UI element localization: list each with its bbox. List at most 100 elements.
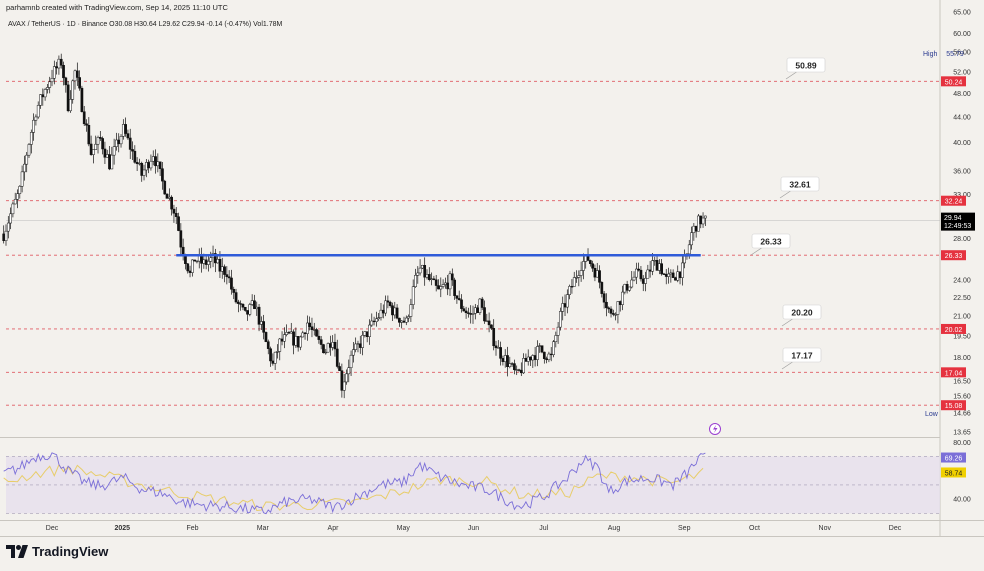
rsi-value-label: 69.26 (945, 456, 963, 463)
candle-up (646, 269, 650, 279)
candle-down (223, 266, 226, 275)
candle-down (678, 271, 682, 278)
candle-down (186, 263, 190, 272)
candle-down (432, 278, 436, 281)
time-axis-label: Sep (678, 525, 691, 532)
candle-up (701, 217, 705, 225)
candle-down (593, 267, 597, 278)
rsi-axis-tick: 80.00 (953, 440, 971, 447)
candle-down (147, 162, 150, 169)
candle-up (561, 303, 565, 312)
candle-up (52, 66, 56, 79)
candle-down (381, 309, 385, 314)
candle-up (138, 162, 141, 165)
candle-down (315, 329, 318, 337)
candle-down (246, 310, 249, 315)
candle-up (202, 259, 206, 264)
candle-down (494, 345, 498, 349)
candle-up (565, 294, 569, 308)
candle-down (483, 307, 486, 322)
candle-down (450, 273, 454, 281)
candle-up (630, 279, 634, 288)
level-callout-label: 50.89 (795, 61, 817, 71)
candle-up (692, 225, 696, 233)
candle-up (73, 70, 77, 82)
candle-down (59, 58, 63, 66)
level-price-tag (941, 367, 966, 378)
candle-up (301, 332, 305, 338)
callout-pointer (781, 317, 795, 327)
candle-down (170, 196, 173, 210)
candle-up (115, 139, 118, 147)
candle-up (4, 230, 8, 241)
candle-up (250, 300, 254, 305)
level-price-tag (941, 323, 966, 334)
rsi-moving-average-line (3, 463, 704, 512)
candle-up (27, 144, 31, 156)
candle-up (299, 336, 302, 348)
level-price-tag-label: 17.04 (945, 370, 963, 377)
candle-down (391, 305, 394, 316)
last-price-tag (941, 212, 975, 231)
level-callout-box (780, 176, 820, 192)
price-axis-tick: 56.00 (953, 50, 971, 57)
candle-up (32, 119, 35, 133)
candle-down (398, 317, 401, 323)
candle-up (326, 343, 330, 353)
level-price-tag-label: 20.02 (945, 327, 963, 334)
price-axis-tick: 14.66 (953, 410, 971, 417)
candle-down (524, 358, 528, 362)
candle-up (190, 259, 194, 273)
candle-up (439, 286, 443, 290)
price-axis-tick: 48.00 (953, 91, 971, 98)
candle-up (575, 277, 578, 279)
candle-up (572, 277, 576, 287)
candle-up (248, 304, 252, 315)
candle-up (632, 276, 636, 281)
candle-down (563, 303, 567, 308)
candle-down (163, 180, 167, 195)
candle-down (694, 225, 698, 232)
candle-up (644, 277, 647, 284)
candle-up (683, 256, 686, 264)
candle-up (363, 331, 367, 336)
candle-up (634, 268, 638, 278)
candle-down (402, 320, 406, 323)
price-axis-tick: 15.60 (953, 394, 971, 401)
candle-down (218, 259, 222, 272)
candle-up (375, 318, 378, 322)
candle-up (94, 143, 98, 150)
candle-down (62, 65, 65, 79)
candle-down (637, 268, 640, 271)
candle-up (690, 232, 693, 246)
candle-down (303, 332, 307, 334)
candle-up (377, 317, 381, 320)
candle-up (324, 351, 328, 354)
level-price-tag (941, 400, 966, 411)
candle-up (400, 320, 404, 323)
candle-down (319, 339, 323, 345)
price-axis-tick: 16.50 (953, 378, 971, 385)
candle-down (469, 313, 473, 315)
candle-up (195, 260, 199, 263)
candle-down (618, 301, 622, 305)
rsi-ma-tag (941, 467, 966, 478)
candle-up (657, 263, 661, 271)
candle-down (225, 274, 229, 277)
time-axis-label: Aug (608, 525, 621, 532)
candle-up (559, 311, 562, 328)
candle-down (446, 282, 450, 290)
candle-down (239, 303, 243, 305)
candle-up (478, 298, 482, 313)
candle-up (379, 309, 383, 318)
candle-down (135, 162, 139, 164)
candle-down (280, 338, 284, 342)
candle-down (335, 348, 339, 367)
candle-down (317, 335, 321, 340)
candle-down (243, 306, 247, 311)
candle-down (82, 111, 86, 125)
candle-up (485, 320, 489, 322)
candle-up (18, 186, 22, 194)
time-axis-label: 2025 (114, 525, 130, 532)
